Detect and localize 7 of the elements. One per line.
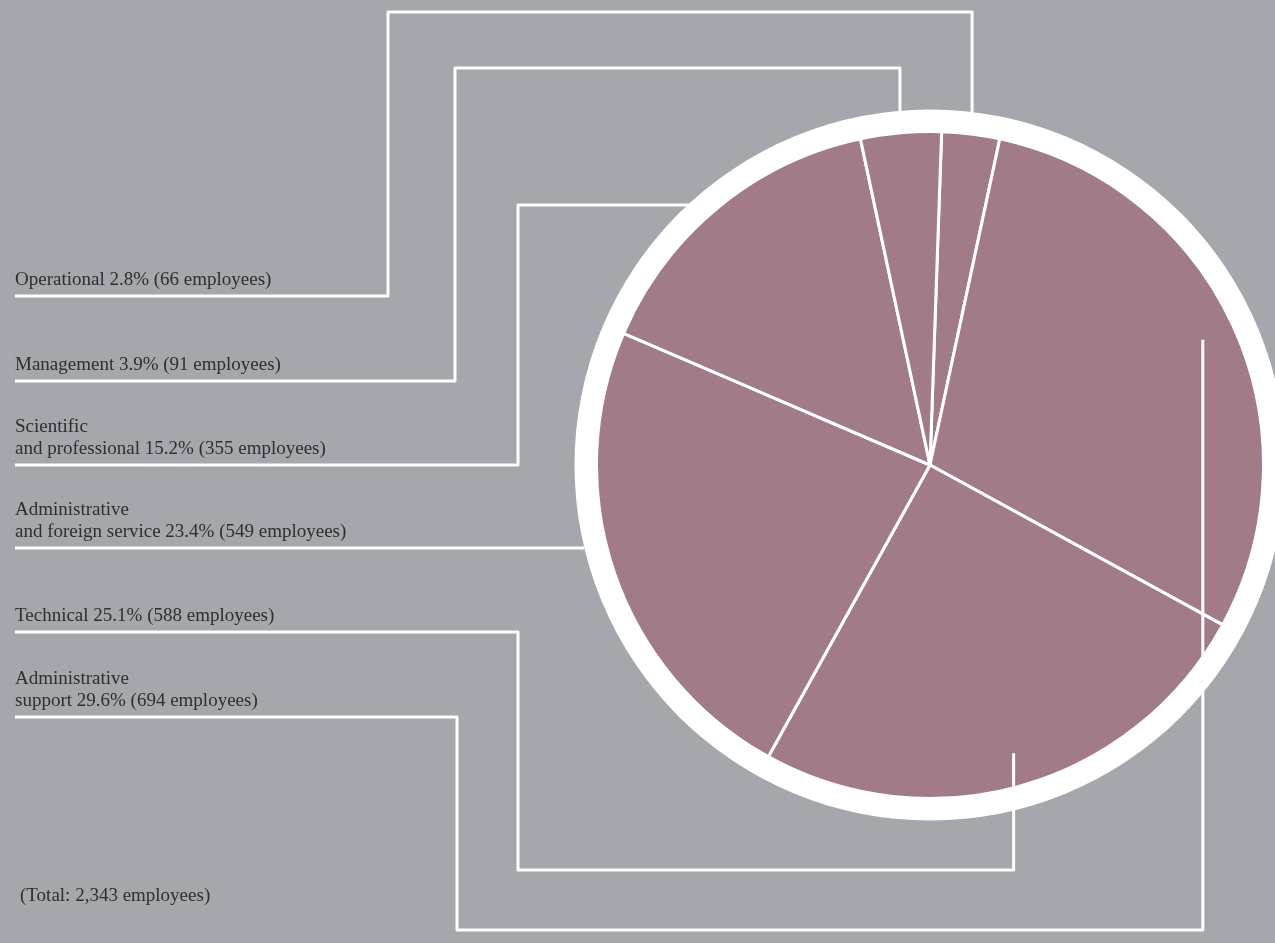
- slice-label: Management 3.9% (91 employees): [15, 353, 281, 375]
- slice-label: Technical 25.1% (588 employees): [15, 604, 275, 626]
- slice-label: Operational 2.8% (66 employees): [15, 268, 272, 290]
- slice-label: Scientific and professional 15.2% (355 employees): [15, 415, 326, 459]
- slice-label: Administrative support 29.6% (694 employees): [15, 667, 258, 711]
- text: (Total: 2,343 employees): [20, 884, 211, 906]
- slice-label: Administrative and foreign service 23.4% (549 employees): [15, 498, 347, 542]
